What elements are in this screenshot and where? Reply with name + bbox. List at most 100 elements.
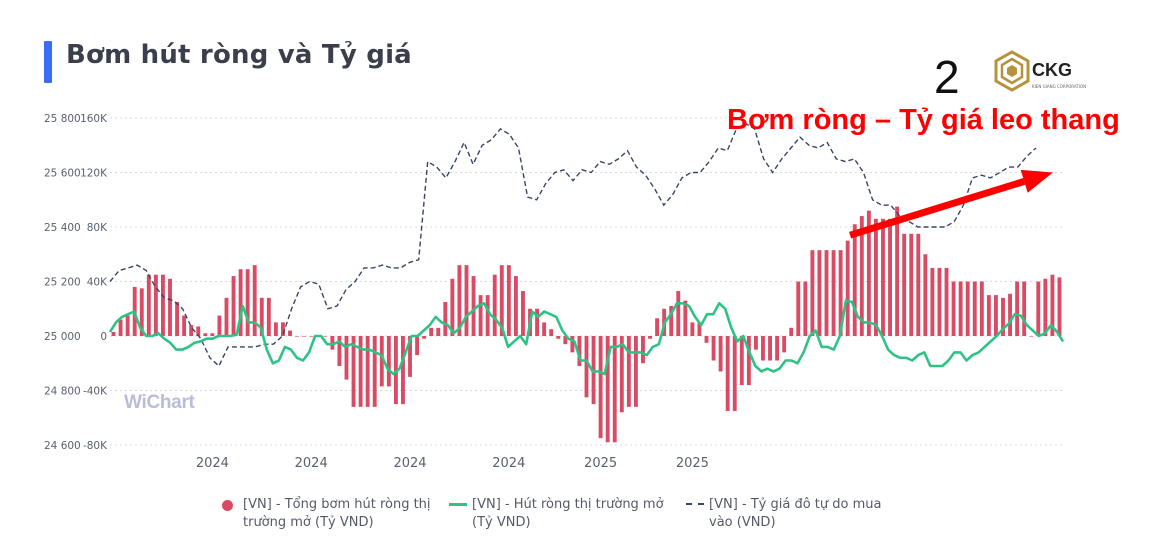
bar: [189, 325, 194, 336]
y-left-tick-label: 25 400: [44, 222, 81, 234]
bar: [1008, 293, 1012, 336]
bar: [697, 322, 702, 337]
y-right-tick-label: 0: [100, 331, 107, 343]
bar: [605, 336, 610, 443]
net-absorption-line: [108, 299, 1065, 376]
x-tick-label: 2025: [584, 456, 617, 471]
bar: [358, 336, 363, 407]
bar: [1043, 278, 1048, 336]
bar: [859, 216, 864, 336]
bar: [775, 336, 780, 361]
x-tick-label: 2024: [196, 456, 229, 471]
bar: [881, 218, 885, 336]
bar: [796, 281, 801, 336]
y-right-tick-label: 120K: [80, 168, 108, 180]
bar: [930, 267, 935, 337]
ckg-logo-mark: [994, 50, 1030, 92]
bar: [309, 336, 314, 337]
x-tick-label: 2024: [492, 456, 525, 471]
y-right-tick-label: 80K: [87, 222, 108, 234]
y-left-tick-label: 25 200: [44, 277, 81, 289]
logo-tagline: KIEN GIANG CORPORATION: [1032, 84, 1087, 89]
bar: [386, 336, 391, 387]
y-axis-left-labels: 25 800 25 600 25 400 25 200 25 000 24 800 24 6…: [44, 113, 81, 452]
bar: [217, 315, 222, 336]
bar: [626, 336, 631, 407]
bar: [612, 336, 617, 443]
bar: [153, 274, 158, 336]
bar: [923, 254, 928, 336]
bar: [408, 336, 412, 377]
bar: [768, 336, 772, 361]
bar: [916, 233, 921, 336]
bar: [831, 250, 836, 336]
bar: [168, 278, 172, 336]
wichart-watermark: WiChart: [124, 392, 195, 413]
bar: [986, 295, 991, 337]
bar: [641, 336, 645, 364]
page-number: 2: [934, 51, 960, 103]
bar: [563, 336, 568, 345]
bar: [415, 336, 420, 356]
bar: [951, 281, 956, 336]
bar: [506, 265, 511, 336]
bar: [718, 336, 723, 372]
bar: [351, 336, 356, 407]
bar: [676, 291, 681, 336]
bar: [704, 336, 709, 343]
bar: [182, 315, 187, 336]
bar: [753, 336, 758, 350]
bar: [422, 336, 427, 339]
bar: [633, 336, 638, 407]
bar: [203, 333, 208, 336]
y-right-tick-label: 160K: [80, 113, 108, 125]
bar: [866, 210, 871, 336]
bar: [175, 301, 179, 336]
bar: [125, 315, 130, 336]
trend-arrow-shaft: [849, 178, 1026, 239]
y-left-tick-label: 24 800: [44, 386, 81, 398]
bar: [323, 336, 328, 337]
bar: [372, 336, 377, 407]
bar: [499, 265, 504, 336]
x-tick-label: 2024: [295, 456, 328, 471]
y-left-tick-label: 25 800: [44, 113, 81, 125]
bar: [549, 329, 554, 336]
bar: [337, 336, 342, 366]
bar: [619, 336, 624, 413]
bar: [965, 281, 970, 336]
chart-title: Bơm hút ròng và Tỷ giá: [66, 40, 412, 70]
y-left-tick-label: 24 600: [44, 440, 81, 452]
bar: [570, 336, 575, 353]
bar: [648, 336, 652, 339]
title-accent-bar: [44, 41, 52, 83]
bar: [443, 301, 448, 336]
bar: [803, 281, 808, 336]
bar: [591, 336, 596, 405]
bar: [1015, 281, 1020, 336]
bar: [288, 330, 292, 336]
bar: [1036, 281, 1041, 336]
bar: [782, 336, 787, 353]
legend-swatch-green-line: [449, 503, 467, 506]
bar: [895, 206, 900, 336]
y-right-tick-label: -80K: [83, 440, 108, 452]
legend-label-net-absorption: [VN] - Hút ròng thị trường mở (Tỷ VND): [472, 497, 664, 530]
bar: [1022, 281, 1027, 336]
bar: [535, 308, 540, 336]
legend-swatch-dashed-line: [686, 503, 704, 505]
bar: [824, 250, 829, 336]
y-right-tick-label: -40K: [83, 386, 108, 398]
bar: [393, 336, 398, 405]
bar: [295, 336, 300, 337]
bar: [577, 336, 582, 366]
bar: [365, 336, 370, 407]
bar: [196, 326, 201, 336]
bar: [725, 336, 730, 411]
bar: [492, 274, 497, 336]
bar: [902, 233, 907, 336]
bar: [471, 276, 476, 336]
bar: [958, 281, 963, 336]
bar: [1050, 274, 1055, 336]
